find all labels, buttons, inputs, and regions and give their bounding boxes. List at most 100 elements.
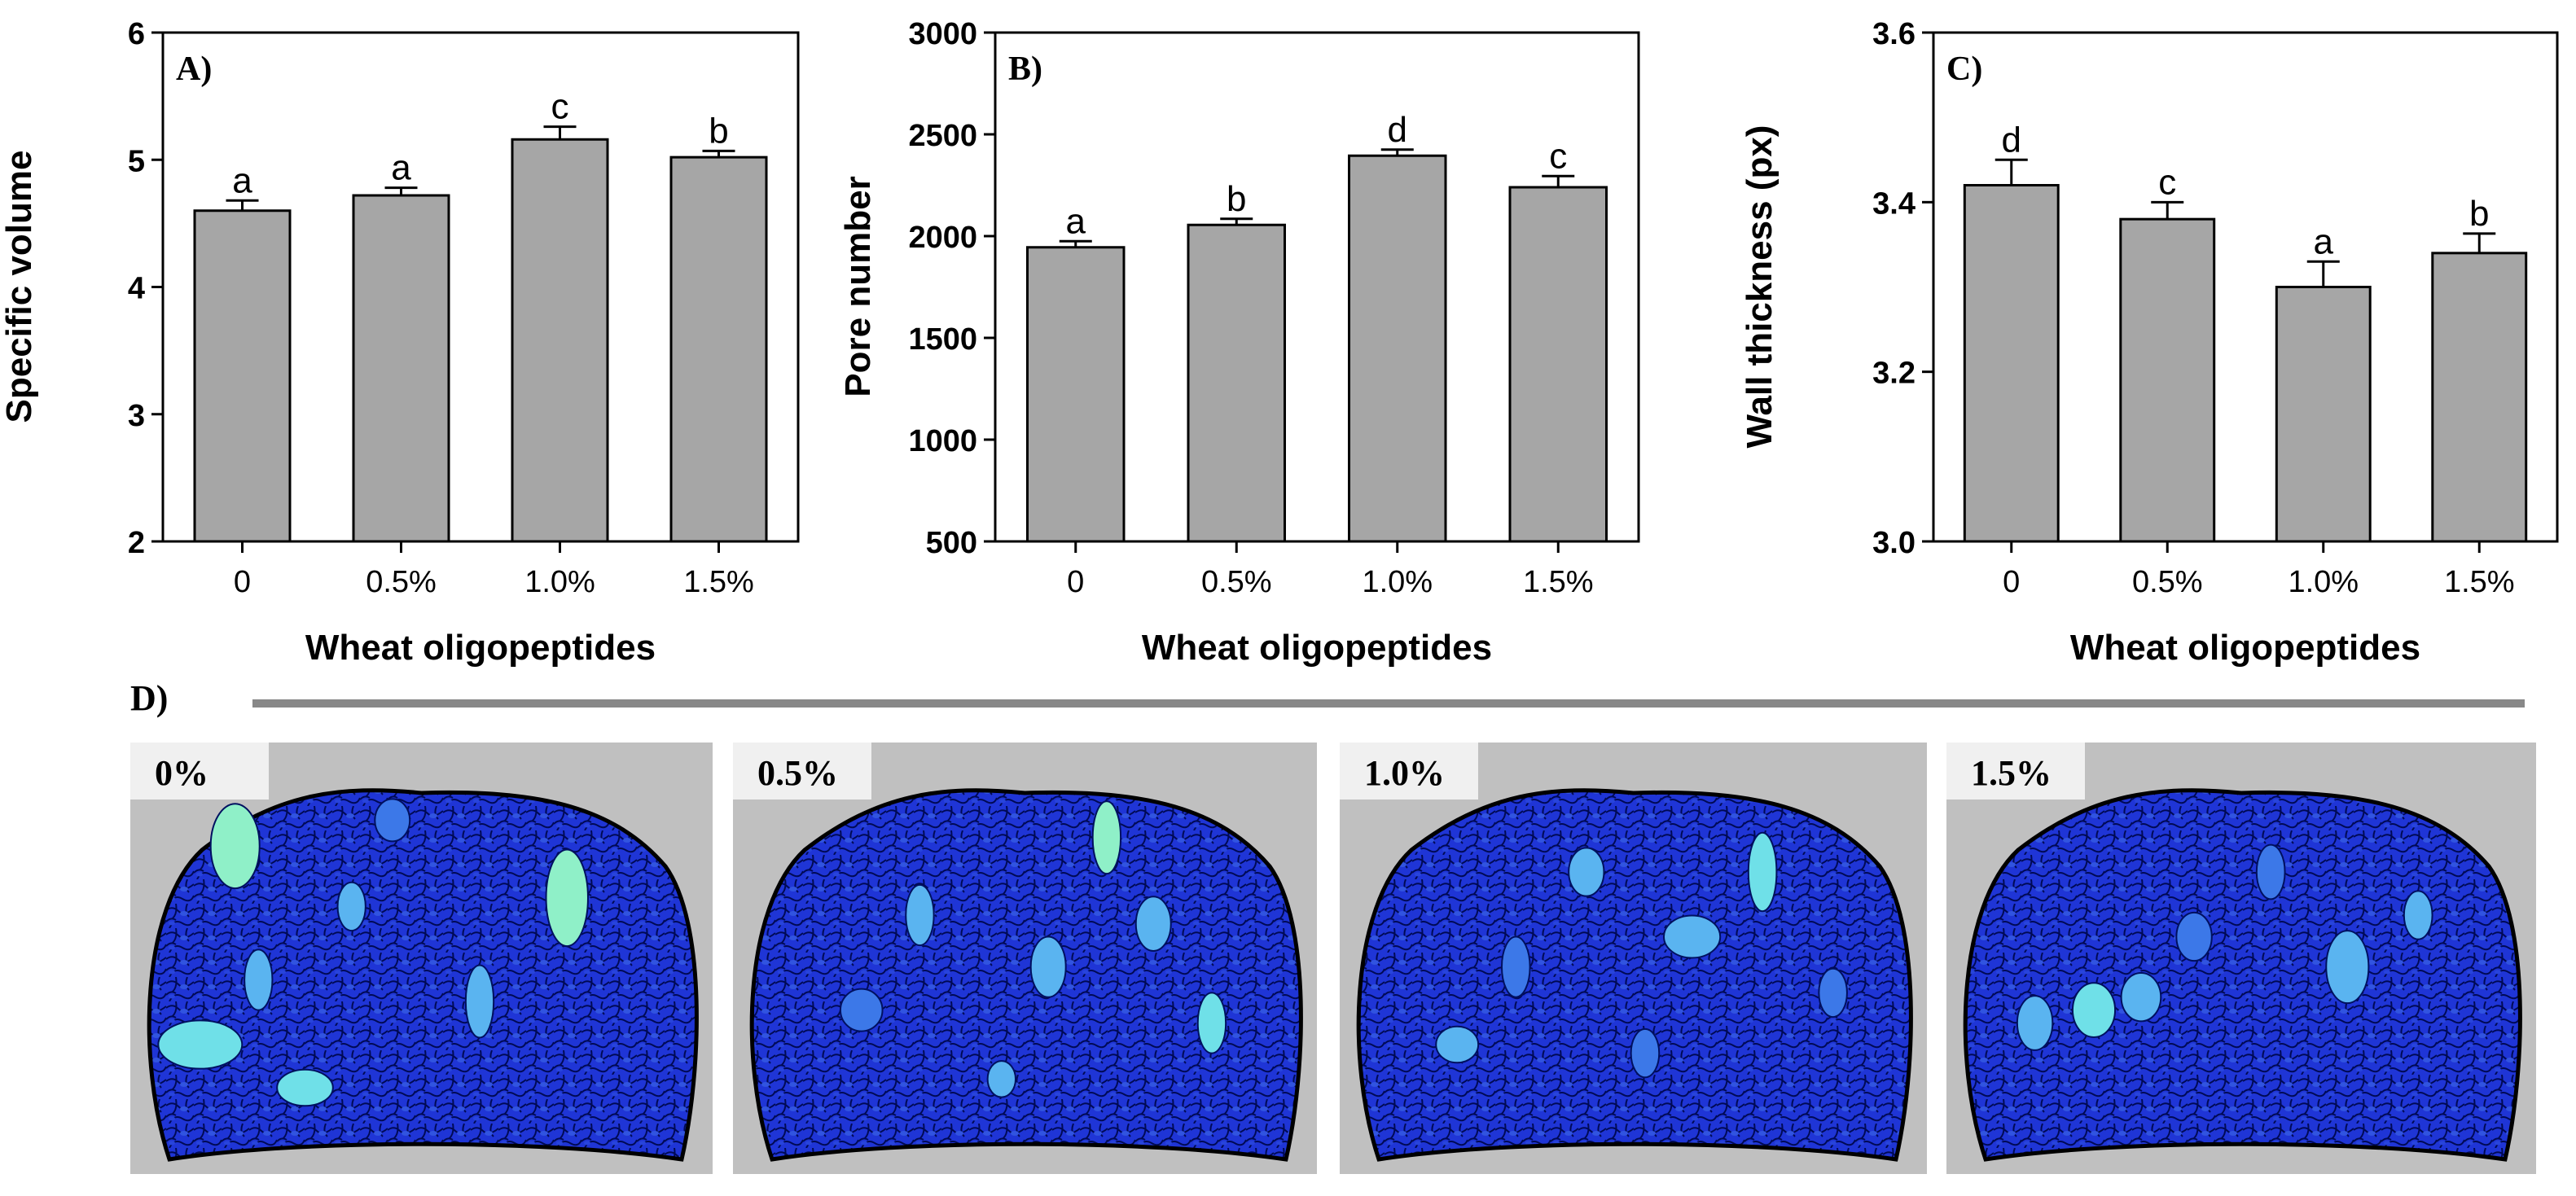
image-label: 0% xyxy=(155,753,208,793)
bar-0 xyxy=(1026,246,1126,543)
y-tick-label: 3 xyxy=(128,399,145,433)
panel-label-d: D) xyxy=(130,678,168,718)
chart-panel-a: 2 3 4 5 6 a 0 a 0.5% c 1.0% b 1.5% A) Wheat oligopepti… xyxy=(0,17,800,668)
x-tick-label: 1.0% xyxy=(1362,565,1433,599)
y-tick-label: 3.4 xyxy=(1872,186,1916,221)
significance-letter: a xyxy=(2314,221,2334,261)
plot-frame xyxy=(994,31,1640,543)
x-tick-label: 1.5% xyxy=(1523,565,1594,599)
y-tick-label: 2 xyxy=(128,526,145,560)
x-axis-label: Wheat oligopeptides xyxy=(1142,628,1492,668)
bar-0 xyxy=(193,209,292,543)
y-tick-label: 3.0 xyxy=(1872,526,1916,560)
pore-region xyxy=(2325,930,2370,1005)
significance-letter: c xyxy=(2158,162,2176,202)
pore-region xyxy=(464,964,495,1039)
pore-region xyxy=(209,803,261,890)
significance-letter: b xyxy=(709,111,728,151)
plot-frame xyxy=(1932,31,2559,543)
bar-1.5% xyxy=(1508,186,1608,543)
y-axis-label: Wall thickness (px) xyxy=(1740,125,1780,449)
y-axis-label: Pore number xyxy=(838,176,878,396)
significance-letter: d xyxy=(1388,110,1407,150)
x-axis-label: Wheat oligopeptides xyxy=(2070,628,2420,668)
significance-letter: a xyxy=(1066,201,1086,241)
pore-region xyxy=(2175,911,2213,962)
pore-region xyxy=(839,988,884,1032)
x-tick-label: 0 xyxy=(234,565,251,599)
pore-region xyxy=(545,848,589,948)
pore-region xyxy=(336,881,366,932)
y-tick-label: 6 xyxy=(128,17,145,51)
pore-region xyxy=(374,798,411,843)
pore-region xyxy=(2016,995,2054,1051)
pore-region xyxy=(157,1019,244,1070)
significance-letter: a xyxy=(391,148,411,188)
panel-label: B) xyxy=(1008,50,1042,88)
chart-panel-b: 500 1000 1500 2000 2500 3000 a 0 b 0.5% d 1.0% c 1.5%… xyxy=(838,17,1640,668)
pore-region xyxy=(276,1068,334,1107)
panel-label: C) xyxy=(1946,50,1982,88)
image-label-box xyxy=(1946,743,2085,800)
y-tick-label: 3000 xyxy=(908,17,977,51)
pore-region xyxy=(1435,1025,1480,1064)
image-label-box xyxy=(1340,743,1478,800)
pore-region xyxy=(905,883,935,947)
pore-region xyxy=(1091,800,1122,875)
bar-1.5% xyxy=(2431,252,2528,543)
significance-letter: a xyxy=(232,160,252,200)
y-tick-label: 2500 xyxy=(908,119,977,153)
bar-0 xyxy=(1963,184,2060,543)
bread-crumb-silhouette xyxy=(1963,788,2522,1162)
x-tick-label: 0 xyxy=(1067,565,1084,599)
bar-0.5% xyxy=(2119,217,2216,543)
pore-region xyxy=(2071,982,2117,1038)
y-tick-label: 1500 xyxy=(908,322,977,357)
y-tick-label: 500 xyxy=(926,526,977,560)
crumb-image-1: 0% xyxy=(130,743,713,1174)
pore-region xyxy=(1500,935,1531,998)
image-label: 1.0% xyxy=(1364,753,1445,793)
significance-letter: b xyxy=(1227,179,1246,219)
bar-0.5% xyxy=(1187,223,1286,543)
pore-region xyxy=(1747,831,1778,913)
y-tick-label: 5 xyxy=(128,144,145,178)
crumb-image-3: 1.0% xyxy=(1340,743,1927,1174)
chart-panel-c: 3.0 3.2 3.4 3.6 d 0 c 0.5% a 1.0% b 1.5% C) Wheat oli… xyxy=(1740,17,2559,668)
y-tick-label: 1000 xyxy=(908,424,977,458)
x-tick-label: 1.0% xyxy=(524,565,595,599)
x-tick-label: 0.5% xyxy=(1201,565,1272,599)
panel-label: A) xyxy=(176,50,212,88)
significance-letter: d xyxy=(2002,120,2021,160)
pore-region xyxy=(1196,992,1227,1054)
x-axis-label: Wheat oligopeptides xyxy=(305,628,656,668)
pore-region xyxy=(1662,914,1722,959)
y-tick-label: 3.6 xyxy=(1872,17,1916,51)
significance-letter: c xyxy=(1549,136,1567,176)
bread-crumb-silhouette xyxy=(749,788,1303,1162)
image-label: 0.5% xyxy=(757,753,838,793)
bar-0.5% xyxy=(352,194,450,543)
y-tick-label: 2000 xyxy=(908,221,977,255)
x-tick-label: 1.5% xyxy=(683,565,754,599)
x-tick-label: 0.5% xyxy=(2132,565,2203,599)
pore-region xyxy=(1134,896,1172,952)
pore-region xyxy=(1568,847,1605,897)
crumb-image-2: 0.5% xyxy=(733,743,1317,1174)
pore-region xyxy=(2255,843,2286,900)
bar-1.0% xyxy=(511,138,609,543)
pore-region xyxy=(2120,972,2162,1023)
pore-region xyxy=(986,1060,1017,1098)
x-tick-label: 1.0% xyxy=(2288,565,2359,599)
pore-region xyxy=(1630,1027,1661,1079)
pore-region xyxy=(2403,890,2433,940)
image-label: 1.5% xyxy=(1971,753,2052,793)
pore-region xyxy=(1818,967,1848,1019)
y-axis-label: Specific volume xyxy=(0,150,39,423)
x-tick-label: 1.5% xyxy=(2444,565,2515,599)
y-tick-label: 3.2 xyxy=(1872,357,1916,391)
bar-1.0% xyxy=(2275,286,2372,543)
pore-region xyxy=(1029,935,1067,998)
bar-1.0% xyxy=(1348,154,1447,543)
